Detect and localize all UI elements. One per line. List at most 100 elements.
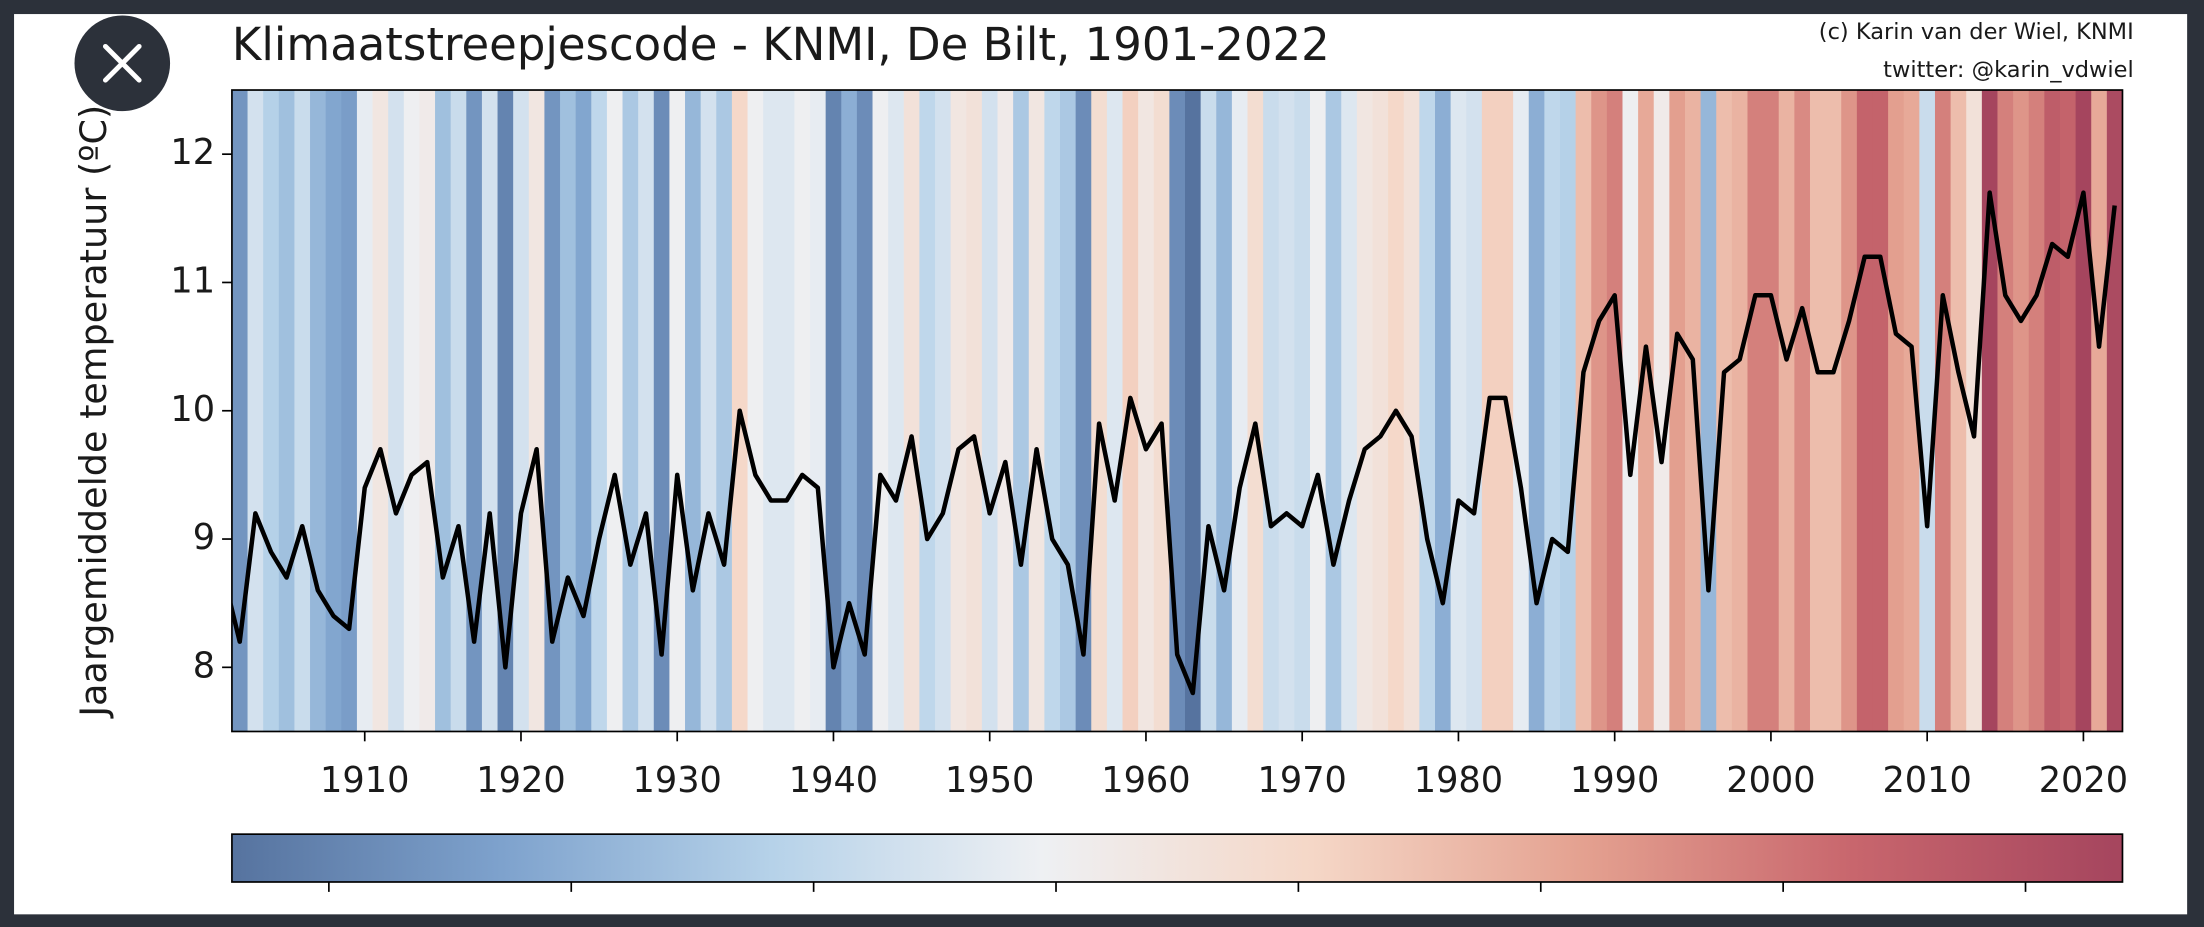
stripe [372,90,390,732]
stripe [1544,90,1561,732]
stripe [1825,90,1843,732]
stripe [2075,90,2093,732]
credit-twitter: twitter: @karin_vdwiel [1883,57,2134,83]
stripe [825,90,843,732]
stripe [1231,90,1249,732]
colorbar-tick-label: 8.0 [301,911,357,927]
x-tick-label: 1920 [476,760,565,801]
stripe [1669,90,1686,732]
temperature-line [231,190,2117,696]
stripe [2044,90,2061,732]
stripe [1013,90,1030,732]
stripe [1919,90,1936,732]
stripe [528,90,546,732]
stripe [1997,90,2014,732]
stripe [575,90,593,732]
stripe [1325,90,1343,732]
x-tick-label: 2010 [1882,760,1971,801]
stripe [1450,90,1468,732]
colorbar-tick-label: 10.0 [1259,911,1337,927]
stripe [2059,90,2077,732]
stripe [685,90,702,732]
colorbar-tick-label: 11.5 [1986,911,2064,927]
stripe [1731,90,1749,732]
stripe [1185,90,1202,732]
colorbar [231,833,2124,883]
x-tick-label: 1990 [1570,760,1659,801]
stripe [1372,90,1389,732]
stripe [1606,90,1624,732]
colorbar-tick-label: 10.5 [1502,911,1580,927]
stripe [1872,90,1889,732]
stripe [1888,90,1905,732]
chart-title: Klimaatstreepjescode - KNMI, De Bilt, 19… [232,18,1330,71]
stripe [903,90,921,732]
stripe [1028,90,1046,732]
stripe [1247,90,1264,732]
stripe [1060,90,1077,732]
stripe [919,90,936,732]
stripe [997,90,1014,732]
stripe [1684,90,1702,732]
close-icon[interactable] [102,43,142,83]
stripe [981,90,999,732]
stripe [1841,90,1858,732]
stripe [1700,90,1718,732]
chart: Klimaatstreepjescode - KNMI, De Bilt, 19… [72,18,2134,927]
stripe [1794,90,1811,732]
stripe [1653,90,1671,732]
colorbar-tick-label: 9.0 [786,911,842,927]
y-tick-label: 10 [170,389,215,430]
stripe [1466,90,1483,732]
stripe [1341,90,1358,732]
stripe [2106,90,2123,732]
stripes [231,90,2123,732]
stripe [1435,90,1452,732]
stripe [747,90,764,732]
stripe [231,90,249,732]
x-tick-label: 2020 [2039,760,2128,801]
stripe [1981,90,1999,732]
close-button[interactable] [74,15,171,112]
stripe [872,90,889,732]
stripe [653,90,671,732]
stripe [1310,90,1327,732]
x-tick-label: 1930 [633,760,722,801]
stripe [2091,90,2108,732]
stripe [763,90,780,732]
stripe [1934,90,1952,732]
stripe [450,90,468,732]
x-tick-label: 1910 [320,760,409,801]
stripe [1716,90,1733,732]
stripe [1091,90,1108,732]
stripe [1138,90,1155,732]
stripe [356,90,374,732]
stripe [247,90,265,732]
stripe [700,90,718,732]
credit: (c) Karin van der Wiel, KNMI [1819,19,2134,45]
stripe [1403,90,1421,732]
stripe [606,90,624,732]
stripe [841,90,858,732]
stripe [1419,90,1436,732]
stripe [1763,90,1780,732]
stripe [466,90,483,732]
stripe [1809,90,1827,732]
y-tick-label: 12 [170,132,215,173]
stripe [1216,90,1233,732]
y-axis-label: Jaargemiddelde temperatuur (ºC) [72,105,115,719]
stripe [950,90,968,732]
stripe [497,90,515,732]
stripe [2028,90,2046,732]
colorbar-tick-label: 11.0 [1744,911,1822,927]
stripe [935,90,952,732]
stripe [1622,90,1639,732]
stripe [1153,90,1171,732]
x-tick-label: 1980 [1414,760,1503,801]
stripe [2013,90,2030,732]
stripe [435,90,452,732]
stripe [591,90,608,732]
stripe [325,90,343,732]
y-tick-label: 11 [170,260,215,301]
